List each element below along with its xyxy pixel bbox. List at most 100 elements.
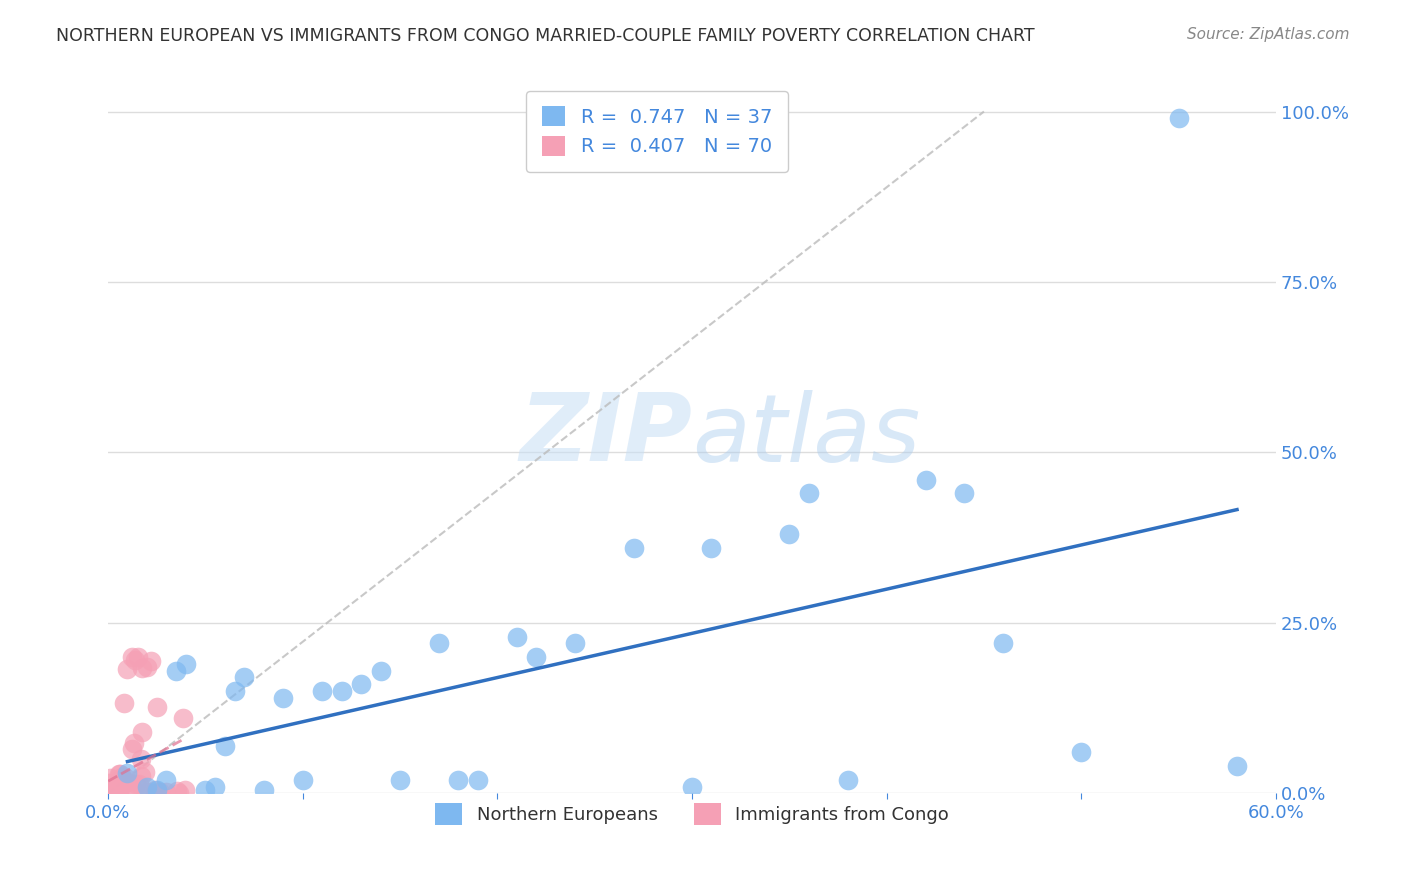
Point: [204, 780, 226, 794]
Point: [291, 772, 314, 787]
Point: [103, 783, 125, 797]
Text: Source: ZipAtlas.com: Source: ZipAtlas.com: [1187, 27, 1350, 42]
Point: [135, 780, 157, 794]
Text: NORTHERN EUROPEAN VS IMMIGRANTS FROM CONGO MARRIED-COUPLE FAMILY POVERTY CORRELA: NORTHERN EUROPEAN VS IMMIGRANTS FROM CON…: [56, 27, 1035, 45]
Point: [174, 783, 197, 797]
Point: [115, 774, 138, 789]
Point: [778, 527, 800, 541]
Point: [129, 769, 152, 783]
Text: atlas: atlas: [692, 390, 920, 481]
Point: [681, 780, 703, 794]
Point: [214, 739, 236, 753]
Point: [114, 772, 136, 786]
Point: [224, 684, 246, 698]
Point: [97, 786, 120, 800]
Legend: Northern Europeans, Immigrants from Congo: Northern Europeans, Immigrants from Cong…: [426, 795, 957, 834]
Point: [103, 782, 125, 797]
Point: [131, 724, 153, 739]
Point: [100, 782, 122, 797]
Point: [101, 783, 124, 797]
Point: [120, 779, 142, 793]
Point: [97, 781, 120, 796]
Point: [143, 786, 166, 800]
Point: [128, 777, 150, 791]
Point: [97, 776, 120, 790]
Point: [146, 699, 169, 714]
Point: [127, 649, 149, 664]
Point: [143, 783, 166, 797]
Point: [1226, 759, 1249, 773]
Point: [110, 767, 132, 781]
Point: [98, 782, 121, 797]
Point: [623, 541, 645, 555]
Point: [115, 662, 138, 676]
Point: [111, 770, 134, 784]
Point: [98, 783, 121, 797]
Point: [467, 772, 489, 787]
Point: [330, 684, 353, 698]
Point: [837, 772, 859, 787]
Point: [253, 783, 276, 797]
Point: [135, 660, 157, 674]
Point: [564, 636, 586, 650]
Point: [98, 782, 121, 797]
Point: [350, 677, 373, 691]
Point: [124, 653, 146, 667]
Point: [167, 786, 190, 800]
Point: [112, 696, 135, 710]
Point: [107, 786, 129, 800]
Point: [108, 767, 131, 781]
Point: [129, 751, 152, 765]
Point: [155, 785, 177, 799]
Point: [174, 657, 197, 671]
Point: [524, 650, 547, 665]
Point: [953, 486, 976, 500]
Point: [121, 741, 143, 756]
Point: [104, 786, 127, 800]
Point: [194, 783, 217, 797]
Point: [138, 784, 160, 798]
Point: [145, 783, 167, 797]
Point: [447, 772, 470, 787]
Point: [233, 670, 256, 684]
Point: [155, 772, 177, 787]
Point: [108, 773, 131, 788]
Point: [108, 785, 131, 799]
Point: [993, 636, 1015, 650]
Point: [388, 772, 411, 787]
Point: [100, 782, 122, 797]
Point: [98, 772, 121, 786]
Point: [103, 784, 125, 798]
Point: [131, 661, 153, 675]
Point: [105, 783, 128, 797]
Point: [100, 786, 122, 800]
Point: [1167, 112, 1189, 126]
Point: [101, 782, 124, 797]
Point: [311, 684, 333, 698]
Point: [797, 486, 820, 500]
Point: [118, 780, 141, 794]
Point: [141, 654, 163, 668]
Point: [124, 777, 146, 791]
Point: [98, 782, 121, 797]
Point: [1070, 746, 1092, 760]
Point: [108, 783, 131, 797]
Point: [122, 736, 145, 750]
Point: [104, 784, 127, 798]
Point: [134, 764, 156, 779]
Point: [117, 765, 139, 780]
Point: [914, 473, 936, 487]
Point: [172, 710, 194, 724]
Point: [100, 784, 122, 798]
Point: [104, 780, 127, 795]
Point: [148, 785, 170, 799]
Point: [135, 785, 157, 799]
Point: [105, 786, 128, 800]
Point: [271, 690, 294, 705]
Point: [101, 781, 124, 796]
Point: [98, 784, 121, 798]
Point: [149, 785, 172, 799]
Point: [104, 786, 127, 800]
Point: [121, 650, 143, 665]
Point: [506, 630, 529, 644]
